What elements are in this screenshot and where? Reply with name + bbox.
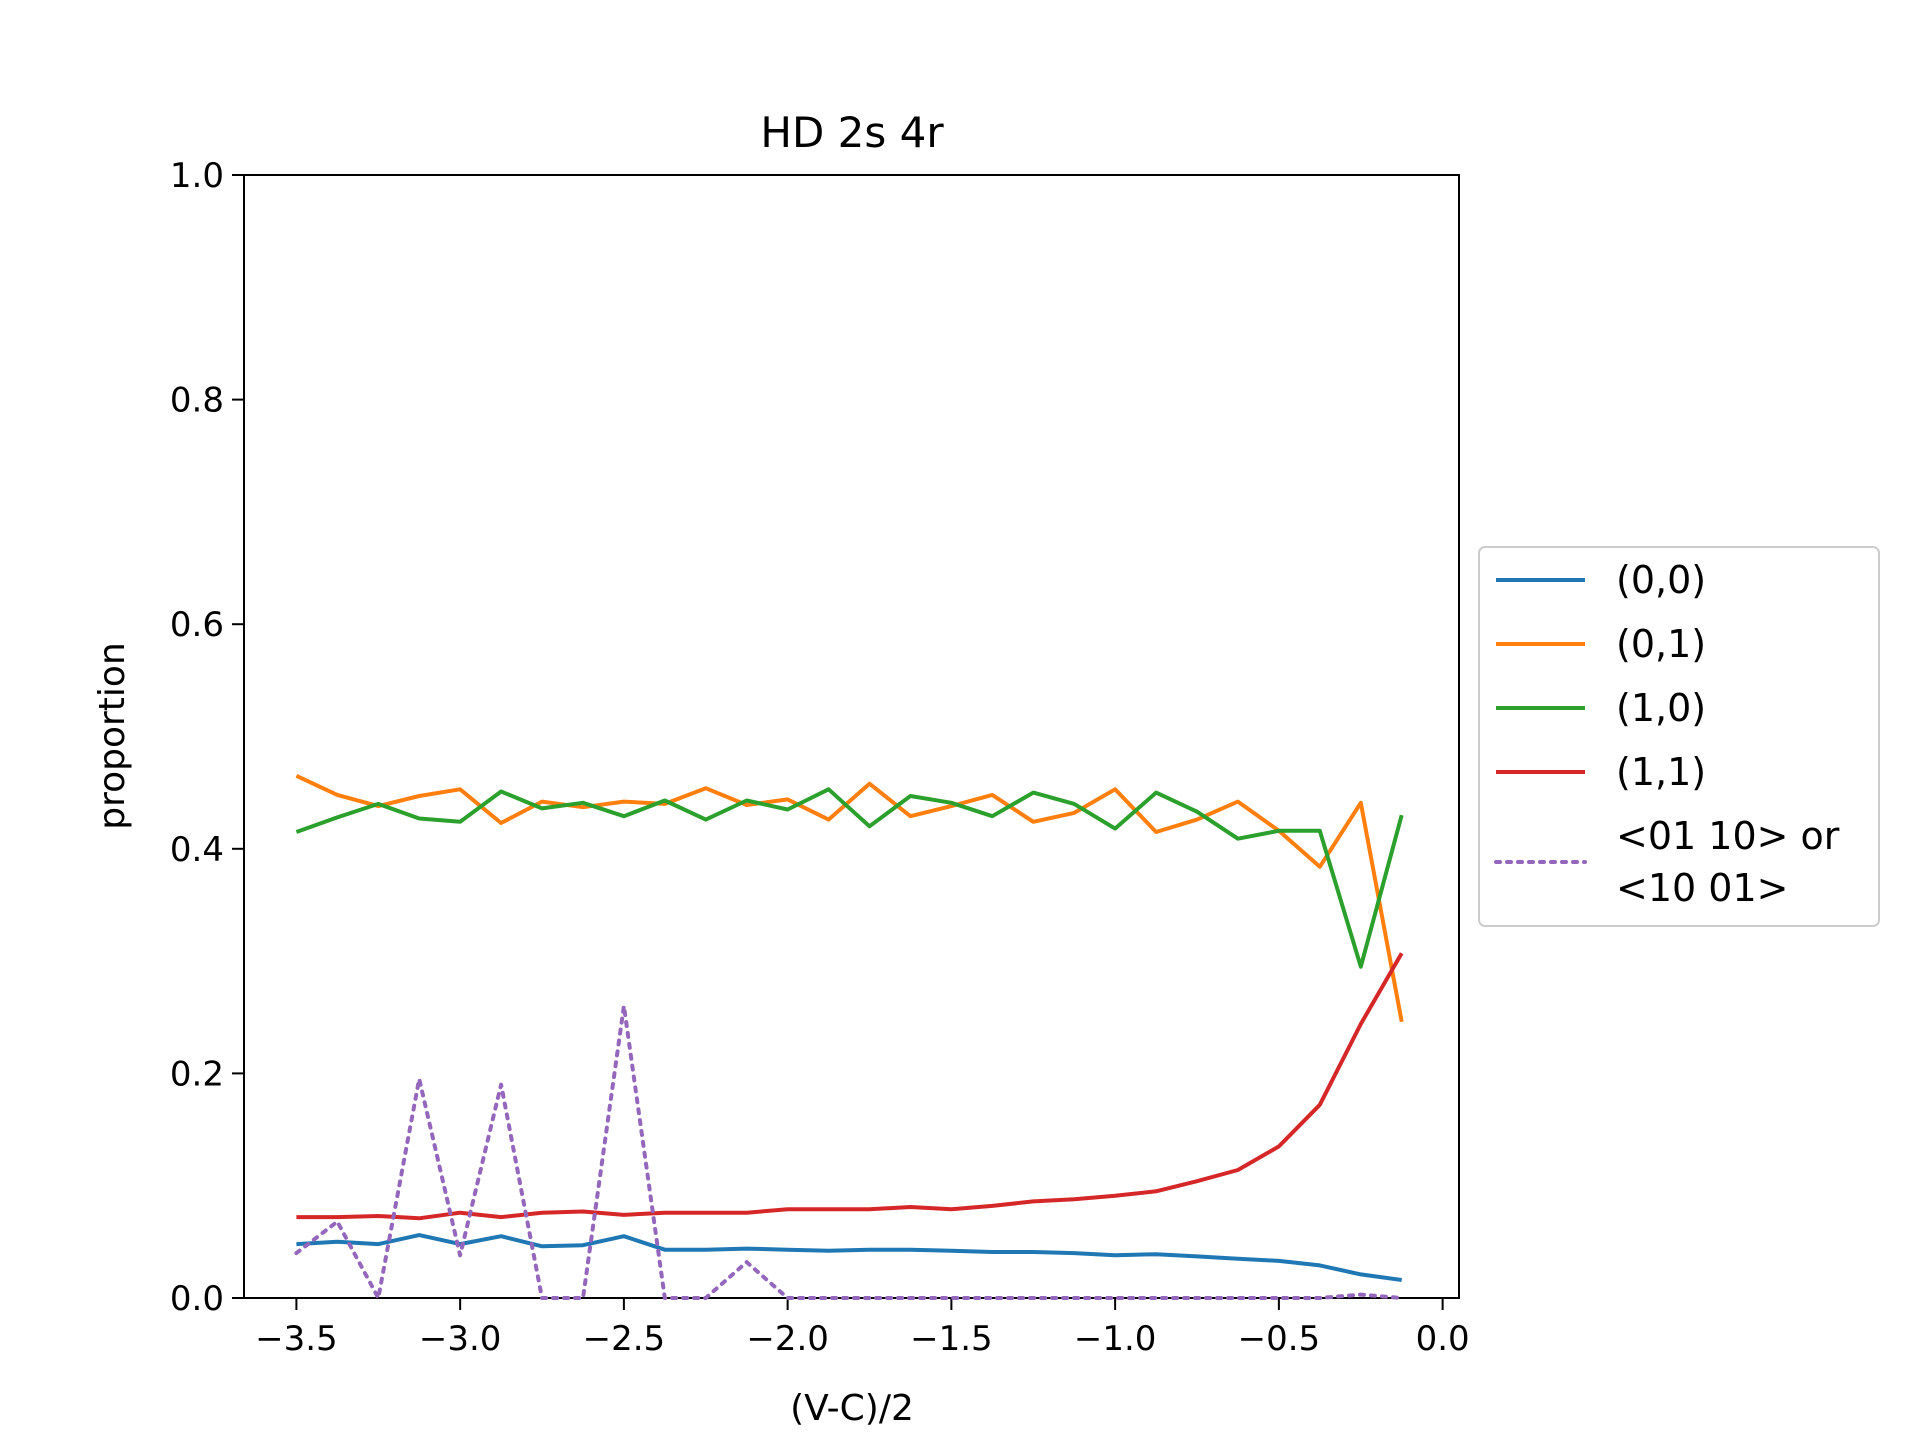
y-tick-label: 0.0: [170, 1279, 224, 1319]
legend-label: <10 01>: [1616, 866, 1788, 910]
chart-title: HD 2s 4r: [760, 108, 944, 157]
x-tick-label: −2.0: [746, 1319, 829, 1359]
plot-area-frame: [243, 174, 1460, 1299]
legend-label: (0,1): [1616, 622, 1706, 666]
y-axis-label: proportion: [92, 642, 133, 830]
y-tick-label: 0.2: [170, 1054, 224, 1094]
legend-box: [1478, 546, 1880, 927]
x-tick-label: −0.5: [1238, 1319, 1321, 1359]
x-tick-label: −3.0: [419, 1319, 502, 1359]
x-tick-label: −1.5: [910, 1319, 993, 1359]
x-tick-label: −1.0: [1074, 1319, 1157, 1359]
y-axis: 0.0 0.2 0.4 0.6 0.8 1.0: [170, 156, 244, 1319]
series-line: [296, 952, 1404, 1221]
y-tick-label: 0.6: [170, 605, 224, 645]
x-tick-label: −3.5: [255, 1319, 338, 1359]
y-tick-label: 1.0: [170, 156, 224, 196]
y-tick-label: 0.8: [170, 381, 224, 421]
y-tick-label: 0.4: [170, 830, 224, 870]
legend-label: (1,0): [1616, 686, 1706, 730]
x-axis-label: (V-C)/2: [790, 1388, 914, 1429]
series-line: [295, 787, 1404, 969]
legend-label: <01 10> or: [1616, 814, 1840, 858]
legend-label: (1,1): [1616, 750, 1706, 794]
x-axis: −3.5 −3.0 −2.5 −2.0 −1.5 −1.0 −0.5 0.0: [255, 1298, 1470, 1359]
x-tick-label: 0.0: [1416, 1319, 1470, 1359]
legend: (0,0) (0,1) (1,0) (1,1) <01 10> or <10 01>: [1478, 546, 1880, 927]
series-line: [294, 1004, 1404, 1300]
series-layer: [294, 773, 1404, 1300]
x-tick-label: −2.5: [583, 1319, 666, 1359]
legend-label: (0,0): [1616, 558, 1706, 602]
series-line: [296, 1233, 1402, 1282]
